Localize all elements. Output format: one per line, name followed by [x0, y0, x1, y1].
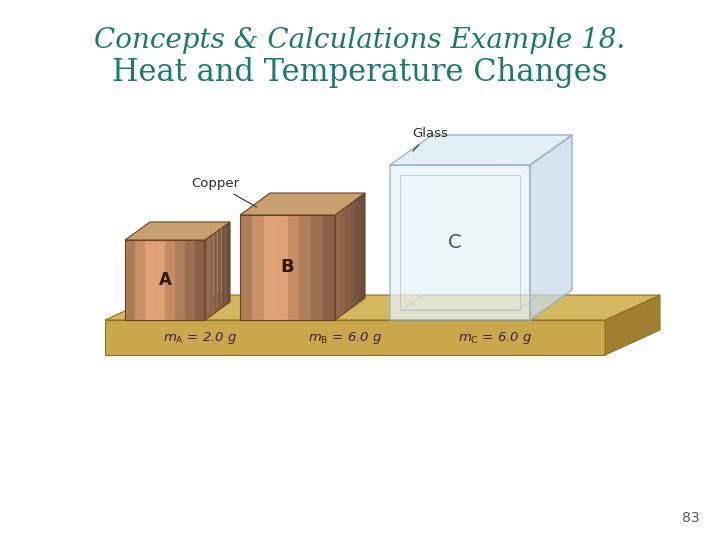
Polygon shape — [390, 165, 530, 320]
Polygon shape — [155, 240, 165, 320]
Polygon shape — [340, 208, 345, 316]
Polygon shape — [226, 222, 230, 305]
Polygon shape — [205, 237, 210, 320]
Polygon shape — [350, 200, 355, 309]
Text: $m_\mathsf{A}$ = 2.0 g: $m_\mathsf{A}$ = 2.0 g — [163, 329, 237, 346]
Polygon shape — [217, 228, 222, 311]
Text: Glass: Glass — [412, 127, 448, 151]
Text: $m_\mathsf{B}$ = 6.0 g: $m_\mathsf{B}$ = 6.0 g — [308, 329, 382, 346]
Polygon shape — [135, 240, 145, 320]
Polygon shape — [530, 135, 572, 320]
Text: Concepts & Calculations Example 18.: Concepts & Calculations Example 18. — [94, 26, 626, 53]
Polygon shape — [125, 240, 135, 320]
Polygon shape — [240, 193, 365, 215]
Polygon shape — [287, 215, 300, 320]
Text: $m_\mathsf{C}$ = 6.0 g: $m_\mathsf{C}$ = 6.0 g — [458, 329, 532, 346]
Polygon shape — [175, 240, 185, 320]
Text: Heat and Temperature Changes: Heat and Temperature Changes — [112, 57, 608, 87]
Polygon shape — [311, 215, 323, 320]
Polygon shape — [390, 135, 572, 165]
Text: Copper: Copper — [191, 177, 256, 207]
Polygon shape — [252, 215, 264, 320]
Polygon shape — [276, 215, 287, 320]
Polygon shape — [360, 193, 365, 302]
Polygon shape — [345, 204, 350, 313]
Polygon shape — [300, 215, 311, 320]
Polygon shape — [185, 240, 195, 320]
Text: C: C — [448, 233, 462, 252]
Polygon shape — [213, 231, 217, 314]
Polygon shape — [145, 240, 155, 320]
Text: B: B — [281, 259, 294, 276]
Polygon shape — [335, 211, 340, 320]
Polygon shape — [222, 225, 226, 308]
Text: A: A — [158, 271, 171, 289]
Polygon shape — [355, 197, 360, 305]
Polygon shape — [105, 295, 660, 320]
Polygon shape — [323, 215, 335, 320]
Polygon shape — [195, 240, 205, 320]
Polygon shape — [240, 215, 252, 320]
Polygon shape — [605, 295, 660, 355]
Polygon shape — [105, 320, 605, 355]
Polygon shape — [165, 240, 175, 320]
Polygon shape — [125, 222, 230, 240]
Text: 83: 83 — [683, 511, 700, 525]
Polygon shape — [264, 215, 276, 320]
Polygon shape — [210, 234, 213, 317]
